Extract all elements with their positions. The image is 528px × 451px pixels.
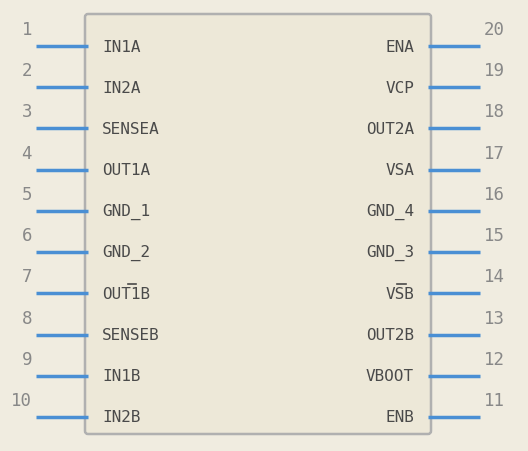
Text: IN1A: IN1A [102, 39, 140, 55]
Text: 17: 17 [484, 144, 505, 162]
Text: 10: 10 [11, 391, 32, 409]
Text: OUT1B: OUT1B [102, 286, 150, 301]
Text: 12: 12 [484, 350, 505, 368]
Text: 3: 3 [22, 103, 32, 121]
Text: 18: 18 [484, 103, 505, 121]
Text: 5: 5 [22, 185, 32, 203]
Text: IN2B: IN2B [102, 410, 140, 424]
Text: GND_2: GND_2 [102, 244, 150, 261]
Text: VSA: VSA [385, 163, 414, 178]
Text: 15: 15 [484, 226, 505, 244]
Text: GND_1: GND_1 [102, 203, 150, 220]
Text: ENA: ENA [385, 39, 414, 55]
Text: IN1B: IN1B [102, 368, 140, 383]
Text: VSB: VSB [385, 286, 414, 301]
Text: VCP: VCP [385, 81, 414, 96]
Text: 9: 9 [22, 350, 32, 368]
Text: ENB: ENB [385, 410, 414, 424]
Text: GND_4: GND_4 [366, 203, 414, 220]
Text: 13: 13 [484, 309, 505, 327]
Text: 7: 7 [22, 268, 32, 285]
Text: 4: 4 [22, 144, 32, 162]
Text: IN2A: IN2A [102, 81, 140, 96]
Text: 2: 2 [22, 62, 32, 80]
Text: 11: 11 [484, 391, 505, 409]
Text: 19: 19 [484, 62, 505, 80]
Text: SENSEB: SENSEB [102, 327, 160, 342]
Text: SENSEA: SENSEA [102, 122, 160, 137]
Text: VBOOT: VBOOT [366, 368, 414, 383]
Text: 20: 20 [484, 21, 505, 39]
FancyBboxPatch shape [85, 15, 431, 434]
Text: 1: 1 [22, 21, 32, 39]
Text: 14: 14 [484, 268, 505, 285]
Text: 6: 6 [22, 226, 32, 244]
Text: OUT2A: OUT2A [366, 122, 414, 137]
Text: OUT2B: OUT2B [366, 327, 414, 342]
Text: 16: 16 [484, 185, 505, 203]
Text: GND_3: GND_3 [366, 244, 414, 261]
Text: 8: 8 [22, 309, 32, 327]
Text: OUT1A: OUT1A [102, 163, 150, 178]
